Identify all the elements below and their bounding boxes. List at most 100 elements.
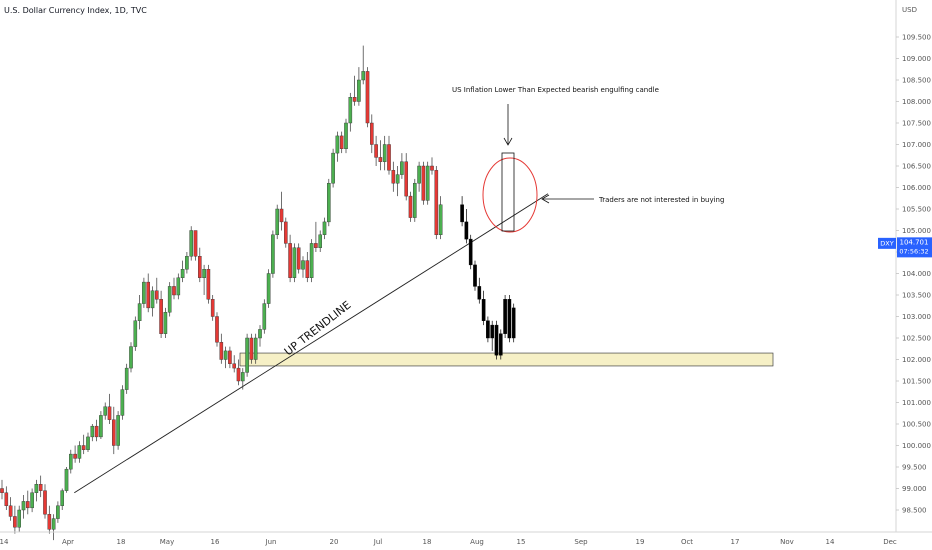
candle[interactable] (468, 234, 473, 270)
price-axis[interactable]: 109.500 109.000 108.500 108.000 107.500 107.0… (896, 34, 931, 515)
candle[interactable] (103, 402, 107, 420)
candle[interactable] (64, 467, 69, 493)
candle[interactable] (99, 411, 103, 440)
candle[interactable] (142, 277, 146, 308)
candle[interactable] (318, 230, 323, 253)
candle[interactable] (481, 290, 486, 326)
candle[interactable] (133, 316, 138, 351)
candle[interactable] (94, 419, 99, 442)
candle[interactable] (361, 45, 366, 85)
candle[interactable] (172, 277, 176, 300)
candle[interactable] (327, 178, 331, 227)
candle[interactable] (116, 411, 120, 450)
candle[interactable] (335, 131, 340, 162)
candle[interactable] (288, 234, 292, 283)
candle[interactable] (223, 346, 228, 369)
candle[interactable] (26, 490, 30, 515)
candle[interactable] (357, 67, 361, 106)
highlight-circle[interactable] (482, 157, 538, 233)
candle[interactable] (68, 449, 73, 474)
price-tag[interactable]: DXY 104.701 07:56:32 (878, 237, 932, 258)
support-zone[interactable] (239, 352, 774, 367)
candle[interactable] (511, 303, 516, 343)
candle[interactable] (193, 230, 198, 261)
candle[interactable] (34, 479, 39, 502)
candle[interactable] (279, 191, 284, 231)
candle[interactable] (219, 333, 224, 364)
candle[interactable] (154, 277, 159, 304)
candle[interactable] (129, 342, 133, 373)
candle[interactable] (430, 157, 434, 175)
candle[interactable] (197, 247, 202, 283)
candle[interactable] (73, 445, 77, 463)
candle[interactable] (331, 148, 335, 188)
candle[interactable] (370, 114, 374, 154)
candle[interactable] (146, 273, 151, 313)
candle[interactable] (150, 286, 155, 317)
candle[interactable] (425, 161, 430, 205)
candle[interactable] (460, 196, 464, 227)
candle[interactable] (408, 191, 413, 222)
candle[interactable] (477, 277, 482, 304)
candle[interactable] (404, 153, 409, 201)
candle[interactable] (382, 135, 387, 171)
candle[interactable] (292, 243, 297, 283)
candle[interactable] (348, 92, 353, 132)
candle[interactable] (258, 325, 262, 347)
candle[interactable] (339, 131, 344, 154)
candle[interactable] (417, 161, 421, 192)
candle[interactable] (309, 239, 314, 283)
candle[interactable] (490, 320, 495, 351)
candle[interactable] (21, 494, 26, 519)
time-axis[interactable]: 14 Apr 18 May 16 Jun 20 Jul 18 Aug 15 Sep 19 Oct 17 Nov… (0, 538, 897, 546)
candle[interactable] (494, 320, 499, 360)
candle[interactable] (413, 178, 417, 222)
candle[interactable] (503, 295, 507, 338)
candle[interactable] (421, 161, 426, 205)
candle[interactable] (0, 479, 4, 500)
candle[interactable] (352, 75, 357, 106)
candle[interactable] (228, 346, 232, 369)
candle[interactable] (240, 368, 245, 390)
candle[interactable] (107, 393, 112, 424)
candle[interactable] (464, 209, 469, 244)
candle[interactable] (202, 264, 206, 295)
candle[interactable] (400, 153, 404, 179)
candle[interactable] (374, 135, 378, 166)
candle[interactable] (271, 230, 275, 278)
candle[interactable] (507, 295, 512, 343)
candle[interactable] (185, 252, 189, 274)
candle[interactable] (81, 434, 86, 455)
candle[interactable] (163, 307, 168, 338)
candle[interactable] (301, 256, 305, 278)
candle[interactable] (365, 67, 370, 128)
candle[interactable] (262, 299, 267, 334)
candle[interactable] (322, 217, 327, 240)
candle[interactable] (51, 514, 56, 541)
candle[interactable] (206, 264, 211, 304)
candle[interactable] (47, 505, 52, 534)
candle[interactable] (43, 484, 47, 519)
candle[interactable] (434, 166, 439, 240)
candle[interactable] (38, 475, 43, 498)
candle[interactable] (90, 424, 95, 442)
candle[interactable] (124, 363, 129, 394)
candle[interactable] (180, 260, 185, 283)
candle[interactable] (249, 333, 254, 364)
candle[interactable] (486, 316, 490, 343)
engulfing-candle-box[interactable] (501, 152, 515, 232)
candle[interactable] (305, 252, 310, 283)
candle[interactable] (176, 273, 181, 300)
candle[interactable] (378, 140, 383, 171)
candle[interactable] (167, 282, 172, 317)
candle[interactable] (236, 359, 241, 386)
candle[interactable] (56, 501, 60, 523)
candle[interactable] (30, 488, 34, 513)
candle[interactable] (344, 118, 348, 154)
candle[interactable] (215, 312, 219, 347)
candle[interactable] (245, 333, 249, 377)
candle[interactable] (275, 204, 280, 240)
candle[interactable] (314, 221, 318, 252)
candle[interactable] (13, 505, 17, 534)
candle[interactable] (86, 432, 90, 452)
